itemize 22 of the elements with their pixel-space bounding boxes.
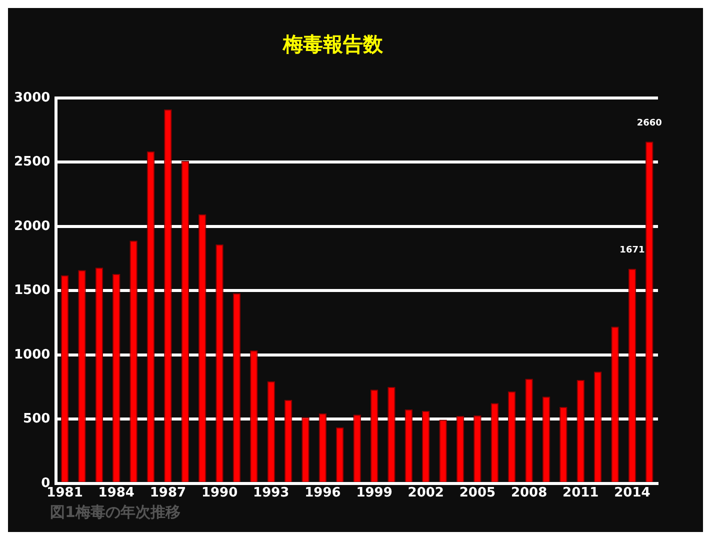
- x-tick-label: 2014: [614, 486, 650, 501]
- x-tick-label: 1999: [356, 486, 392, 501]
- x-tick-label: 1993: [253, 486, 290, 501]
- x-tick-label: 1981: [46, 486, 83, 501]
- x-tick-label: 1990: [201, 486, 238, 501]
- x-tick-label: 1996: [304, 486, 341, 501]
- x-tick-label: 2002: [408, 486, 444, 501]
- x-tick-label: 2008: [510, 486, 548, 501]
- x-tick-label: 1987: [150, 486, 186, 501]
- caption: 図1梅毒の年次推移: [50, 503, 182, 522]
- x-tick-label: 2011: [562, 486, 599, 501]
- chart-title: 梅毒報告数: [282, 32, 384, 56]
- x-tick-label: 1984: [98, 486, 134, 501]
- x-tick-label: 2005: [459, 486, 496, 501]
- y-tick-label: 500: [23, 412, 50, 427]
- data-label: 1671: [620, 246, 645, 256]
- y-tick-label: 2000: [14, 218, 50, 234]
- y-tick-label: 1500: [14, 283, 50, 298]
- y-tick-label: 3000: [14, 90, 50, 106]
- y-tick-label: 2500: [14, 154, 50, 170]
- y-tick-label: 1000: [14, 347, 50, 362]
- data-label: 2660: [636, 118, 662, 129]
